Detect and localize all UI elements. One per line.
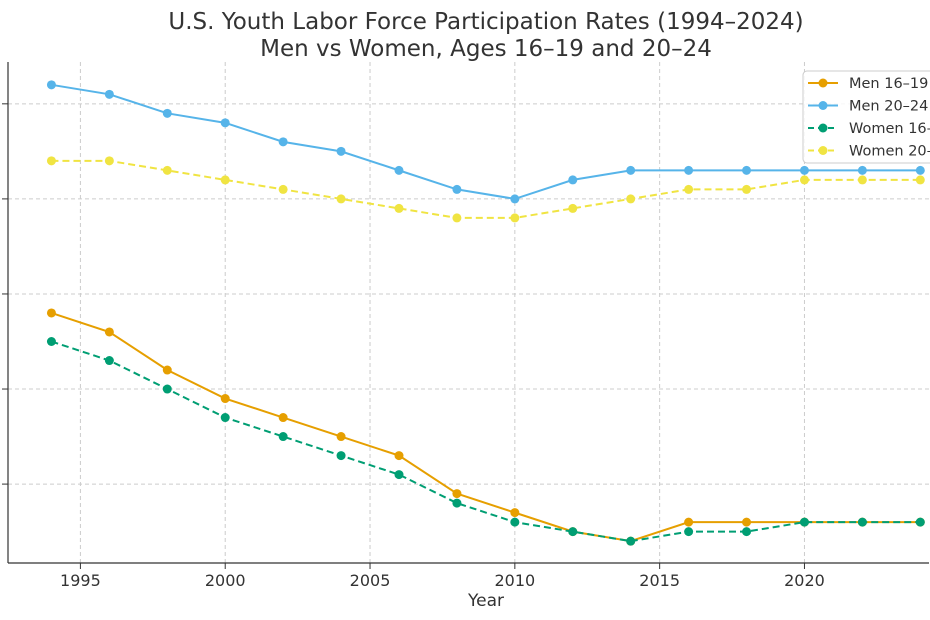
x-axis-label: Year <box>467 591 504 611</box>
data-point <box>510 517 520 527</box>
series-line <box>51 83 921 200</box>
data-point <box>336 194 346 204</box>
data-point <box>684 517 694 527</box>
data-point <box>220 413 230 423</box>
data-point <box>568 175 578 185</box>
data-point <box>742 165 752 175</box>
data-point <box>510 194 520 204</box>
legend: Men 16–19 Men 20–24 Women 16–19 Women 20–24 <box>802 70 930 164</box>
legend-label: Women 20–24 <box>849 144 930 160</box>
data-point <box>278 432 288 442</box>
data-point <box>742 527 752 537</box>
series-line <box>51 159 921 219</box>
data-point <box>684 165 694 175</box>
data-point <box>742 184 752 194</box>
data-point <box>684 184 694 194</box>
data-point <box>104 156 114 166</box>
data-point <box>568 203 578 213</box>
series-group <box>46 80 925 546</box>
data-point <box>46 308 56 318</box>
data-point <box>220 394 230 404</box>
data-point <box>452 213 462 223</box>
data-point <box>857 175 867 185</box>
data-point <box>915 165 925 175</box>
chart-subtitle: Men vs Women, Ages 16–19 and 20–24 <box>260 36 712 62</box>
data-point <box>394 451 404 461</box>
series-line <box>51 340 921 543</box>
legend-box <box>802 70 930 164</box>
data-point <box>162 365 172 375</box>
data-point <box>915 517 925 527</box>
data-point <box>104 89 114 99</box>
data-point <box>452 184 462 194</box>
data-point <box>510 213 520 223</box>
data-point <box>278 137 288 147</box>
data-point <box>336 451 346 461</box>
data-point <box>162 165 172 175</box>
data-point <box>742 517 752 527</box>
data-point <box>799 517 809 527</box>
legend-label: Men 20–24 <box>849 99 928 115</box>
data-point <box>394 470 404 480</box>
x-tick-label: 1995 <box>60 571 101 590</box>
data-point <box>684 527 694 537</box>
data-point <box>46 156 56 166</box>
data-point <box>278 184 288 194</box>
legend-swatch-marker <box>818 123 828 133</box>
x-tick-label: 2015 <box>639 571 680 590</box>
data-point <box>452 498 462 508</box>
data-point <box>626 194 636 204</box>
legend-label: Women 16–19 <box>849 121 930 137</box>
x-tick-label: 2020 <box>784 571 825 590</box>
data-point <box>220 118 230 128</box>
data-point <box>394 203 404 213</box>
data-point <box>104 327 114 337</box>
data-point <box>162 384 172 394</box>
x-tick-label: 2000 <box>205 571 246 590</box>
data-point <box>452 489 462 499</box>
data-point <box>799 165 809 175</box>
data-point <box>278 413 288 423</box>
data-point <box>626 165 636 175</box>
data-point <box>336 432 346 442</box>
legend-swatch-marker <box>818 78 828 88</box>
data-point <box>568 527 578 537</box>
data-point <box>857 165 867 175</box>
legend-swatch-marker <box>818 101 828 110</box>
legend-label: Men 16–19 <box>849 76 928 92</box>
data-point <box>915 175 925 185</box>
data-point <box>799 175 809 185</box>
legend-swatch-marker <box>818 146 828 155</box>
data-point <box>626 536 636 546</box>
data-point <box>857 517 867 527</box>
data-point <box>220 175 230 185</box>
data-point <box>394 165 404 175</box>
x-tick-label: 2010 <box>494 571 535 590</box>
data-point <box>46 80 56 90</box>
data-point <box>104 356 114 366</box>
series-line <box>51 312 921 543</box>
data-point <box>162 108 172 118</box>
x-tick-label: 2005 <box>350 571 391 590</box>
data-point <box>336 146 346 156</box>
chart-title: U.S. Youth Labor Force Participation Rat… <box>168 9 803 35</box>
data-point <box>46 336 56 346</box>
axes: 1995 2000 2005 2010 2015 2020 <box>2 62 929 590</box>
data-point <box>510 508 520 518</box>
grid <box>8 62 929 563</box>
